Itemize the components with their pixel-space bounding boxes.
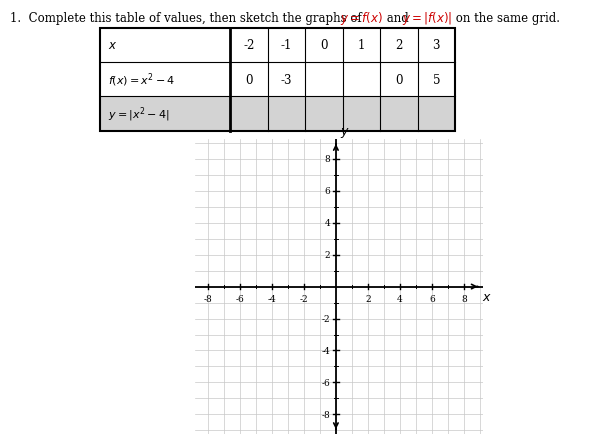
Bar: [380, 63, 417, 97]
Text: -6: -6: [236, 294, 244, 303]
Text: -4: -4: [268, 294, 276, 303]
Bar: [343, 97, 380, 131]
Text: -1: -1: [280, 39, 292, 52]
Text: 1.  Complete this table of values, then sketch the graphs of: 1. Complete this table of values, then s…: [10, 11, 365, 25]
Text: 2: 2: [324, 251, 331, 259]
Text: on the same grid.: on the same grid.: [452, 11, 560, 25]
Text: 5: 5: [433, 74, 440, 86]
Bar: [343, 28, 380, 63]
Text: 0: 0: [320, 39, 327, 52]
Text: $y = |x^2 - 4|$: $y = |x^2 - 4|$: [108, 105, 170, 124]
Text: -6: -6: [321, 378, 331, 387]
Bar: [100, 28, 230, 63]
Text: $x$: $x$: [108, 39, 117, 52]
Bar: [230, 63, 268, 97]
Bar: [230, 97, 268, 131]
Text: $y = |f(x)|$: $y = |f(x)|$: [402, 10, 452, 27]
Bar: [417, 28, 455, 63]
Text: -2: -2: [321, 314, 331, 323]
Bar: [100, 28, 455, 131]
Text: 0: 0: [245, 74, 252, 86]
Text: $x$: $x$: [482, 290, 492, 303]
Bar: [268, 97, 305, 131]
Bar: [417, 63, 455, 97]
Text: -4: -4: [321, 346, 331, 355]
Bar: [417, 97, 455, 131]
Bar: [305, 97, 343, 131]
Text: -8: -8: [203, 294, 213, 303]
Text: $y$: $y$: [340, 126, 349, 140]
Bar: [268, 28, 305, 63]
Bar: [100, 63, 230, 97]
Text: 8: 8: [324, 155, 331, 164]
Text: and: and: [383, 11, 412, 25]
Text: $f(x) = x^2 - 4$: $f(x) = x^2 - 4$: [108, 71, 175, 89]
Bar: [343, 63, 380, 97]
Text: 2: 2: [365, 294, 371, 303]
Text: 1: 1: [357, 39, 365, 52]
Bar: [268, 63, 305, 97]
Bar: [230, 28, 268, 63]
Text: 4: 4: [324, 219, 331, 228]
Text: 3: 3: [433, 39, 440, 52]
Text: 0: 0: [395, 74, 403, 86]
Bar: [305, 63, 343, 97]
Text: 8: 8: [461, 294, 467, 303]
Bar: [305, 28, 343, 63]
Bar: [380, 28, 417, 63]
Text: 4: 4: [397, 294, 403, 303]
Text: 6: 6: [429, 294, 434, 303]
Text: $y = f(x)$: $y = f(x)$: [340, 10, 383, 27]
Text: -8: -8: [321, 410, 331, 419]
Bar: [380, 97, 417, 131]
Text: -2: -2: [243, 39, 254, 52]
Text: 2: 2: [395, 39, 403, 52]
Text: -3: -3: [280, 74, 292, 86]
Text: -2: -2: [299, 294, 309, 303]
Bar: [100, 97, 230, 131]
Text: 6: 6: [324, 187, 331, 196]
